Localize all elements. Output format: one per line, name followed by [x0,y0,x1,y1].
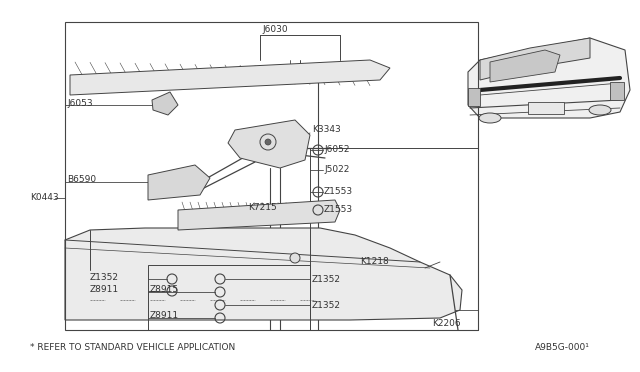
Text: K3343: K3343 [312,125,340,135]
Polygon shape [70,60,390,95]
Text: Z1352: Z1352 [312,301,341,310]
Text: J6052: J6052 [324,145,349,154]
Polygon shape [468,38,630,118]
Polygon shape [490,50,560,82]
Polygon shape [65,228,462,320]
Text: K2206: K2206 [432,320,461,328]
Text: Z8911: Z8911 [150,311,179,321]
Text: Z1352: Z1352 [312,275,341,283]
Bar [310,148,478,330]
Bar [468,88,480,106]
Text: J6053: J6053 [67,99,93,108]
Text: Z1352: Z1352 [90,273,119,282]
Bar [65,22,478,330]
Bar [528,102,564,114]
Polygon shape [148,165,210,200]
Text: B6590: B6590 [67,176,96,185]
Text: Z8911: Z8911 [90,285,119,294]
Ellipse shape [589,105,611,115]
Text: A9B5G-000¹: A9B5G-000¹ [535,343,590,352]
Circle shape [265,139,271,145]
Text: K0443: K0443 [30,193,59,202]
Ellipse shape [479,113,501,123]
Bar [610,82,624,100]
Text: K7215: K7215 [248,203,276,212]
Circle shape [290,253,300,263]
Text: J6030: J6030 [262,26,287,35]
Bar [148,265,310,330]
Text: J5022: J5022 [324,166,349,174]
Polygon shape [228,120,310,168]
Text: Z1553: Z1553 [324,205,353,215]
Polygon shape [152,92,178,115]
Polygon shape [480,38,590,80]
Polygon shape [178,200,340,230]
Text: K1218: K1218 [360,257,388,266]
Text: Z1553: Z1553 [324,187,353,196]
Text: * REFER TO STANDARD VEHICLE APPLICATION: * REFER TO STANDARD VEHICLE APPLICATION [30,343,236,352]
Circle shape [260,134,276,150]
Text: Z8915: Z8915 [150,285,179,295]
